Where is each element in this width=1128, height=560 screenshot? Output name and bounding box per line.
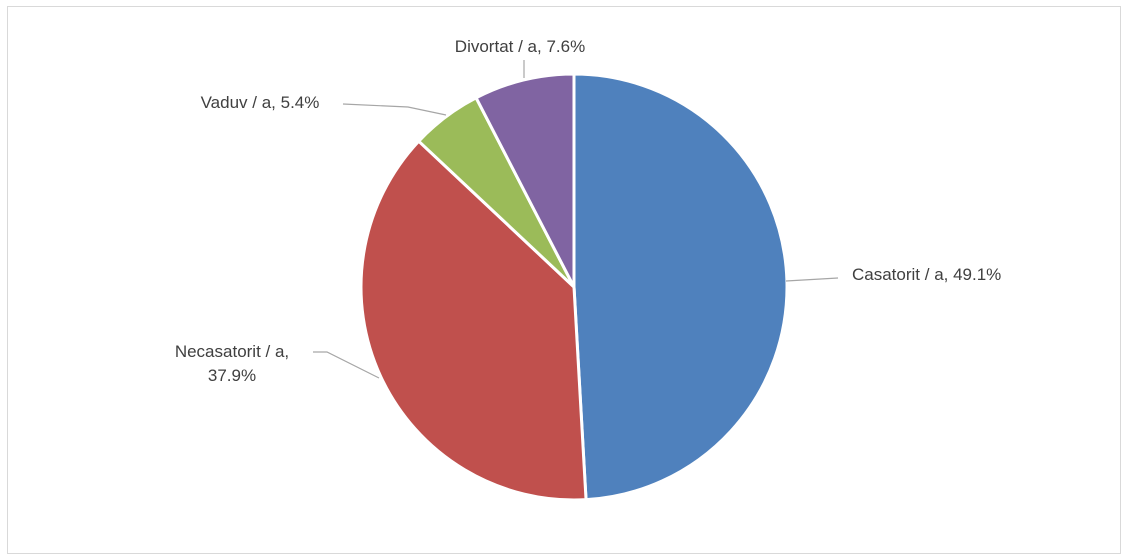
pie-slice-divortat-a [474,72,576,289]
data-label-necasatorit-a: Necasatorit / a, 37.9% [175,342,289,385]
data-label-vaduv-a: Vaduv / a, 5.4% [201,93,320,112]
leader-lines [313,60,839,379]
data-label-casatorit-a: Casatorit / a, 49.1% [852,265,1001,284]
pie-slices [359,72,789,502]
pie-slice-necasatorit-a [359,139,588,502]
data-labels: Casatorit / a, 49.1% Necasatorit / a, 37.9… [175,37,1001,385]
data-label-divortat-a: Divortat / a, 7.6% [455,37,585,56]
leader-line-necasatorit-a [313,351,380,379]
leader-line-casatorit-a [785,277,839,282]
leader-line-vaduv-a [342,103,447,116]
